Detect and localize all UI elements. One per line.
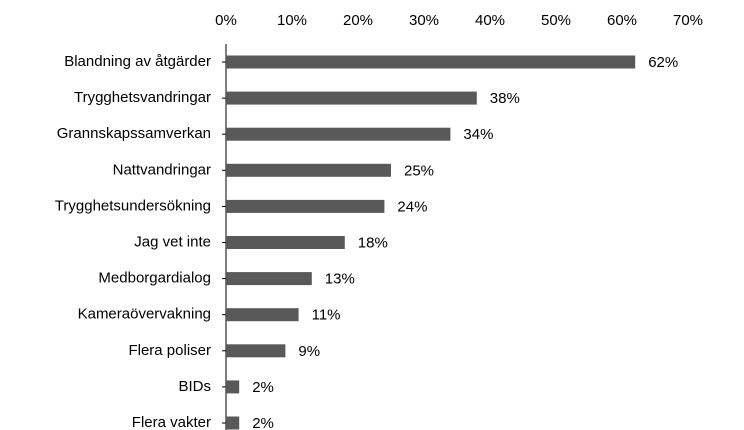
x-tick-label: 10% — [277, 12, 307, 29]
bar — [226, 199, 385, 213]
value-label: 18% — [358, 234, 388, 251]
x-tick-label: 60% — [607, 12, 637, 29]
value-label: 34% — [463, 126, 493, 143]
value-label: 11% — [312, 307, 341, 324]
value-label: 13% — [325, 271, 355, 288]
y-tick-label: Jag vet inte — [134, 233, 211, 250]
value-label: 2% — [252, 379, 274, 396]
value-label: 62% — [648, 54, 678, 71]
bar — [226, 272, 312, 286]
value-label: 9% — [298, 343, 320, 360]
bar — [226, 380, 240, 394]
y-tick-label: Kameraövervakning — [78, 306, 211, 323]
bar — [226, 308, 299, 322]
y-tick-label: Flera vakter — [132, 414, 211, 430]
x-tick-label: 50% — [541, 12, 571, 29]
y-tick-label: Blandning av åtgärder — [64, 53, 211, 70]
bar — [226, 236, 345, 249]
value-label: 25% — [404, 162, 434, 179]
bar — [226, 344, 286, 358]
bar — [226, 163, 391, 177]
x-tick-label: 70% — [673, 12, 703, 29]
value-label: 24% — [397, 198, 427, 215]
bar — [226, 55, 636, 69]
y-tick-label: Grannskapssamverkan — [57, 125, 211, 142]
x-tick-label: 30% — [409, 12, 439, 29]
y-tick-label: Flera poliser — [128, 342, 211, 359]
value-label: 2% — [252, 415, 274, 430]
x-tick-label: 20% — [343, 12, 373, 29]
y-tick-label: Nattvandringar — [113, 161, 211, 178]
bar — [226, 91, 477, 105]
bar — [226, 416, 240, 430]
x-tick-label: 0% — [215, 12, 237, 29]
value-label: 38% — [490, 90, 520, 107]
y-tick-label: Trygghetsvandringar — [74, 89, 211, 106]
bar — [226, 127, 451, 141]
y-tick-label: BIDs — [178, 378, 211, 395]
y-tick-label: Medborgardialog — [98, 270, 211, 287]
x-tick-label: 40% — [475, 12, 505, 29]
y-tick-label: Trygghetsundersökning — [55, 197, 211, 214]
